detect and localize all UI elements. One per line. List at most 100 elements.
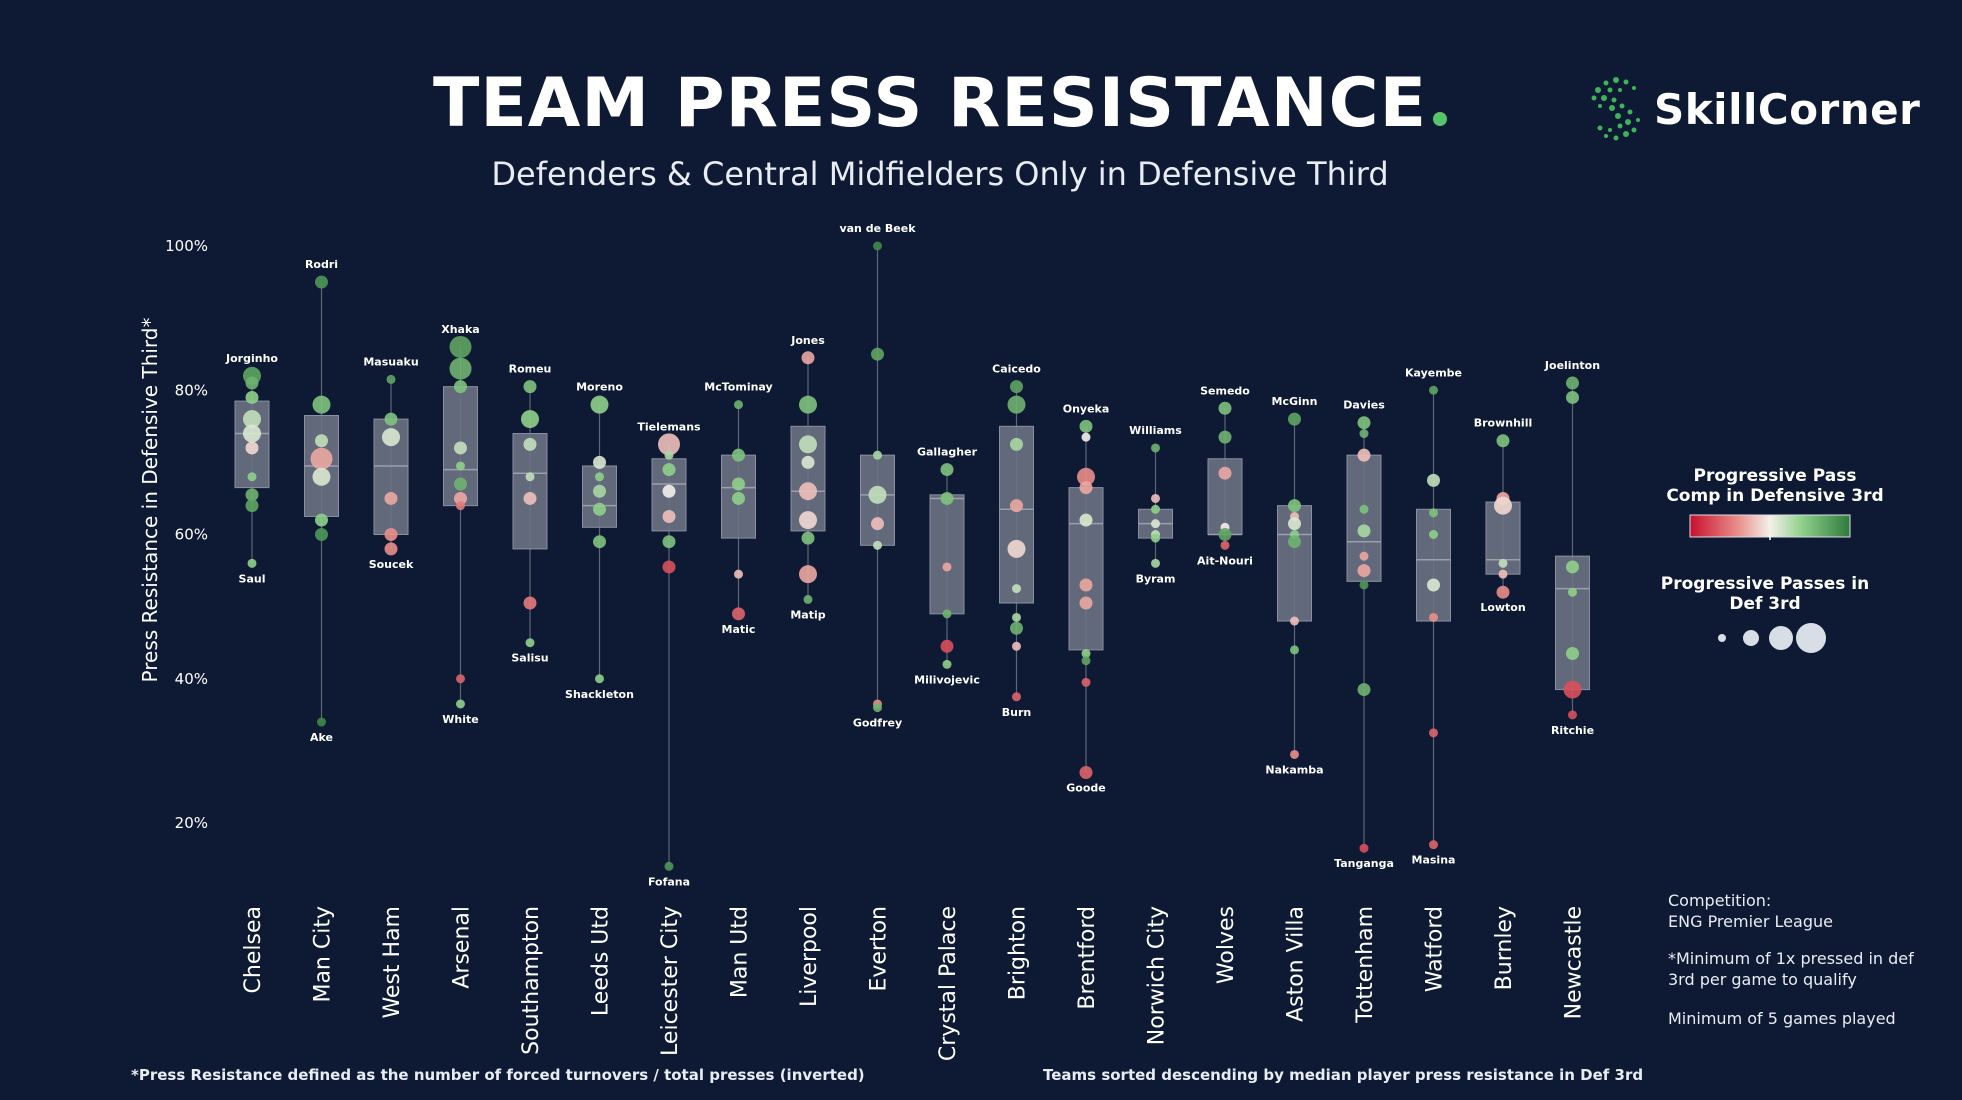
top-player-label: Tielemans [637, 420, 701, 433]
team-label: Liverpool [797, 906, 822, 1007]
player-point [1220, 540, 1230, 550]
player-point [1079, 578, 1093, 592]
player-point [1081, 656, 1091, 666]
player-point [384, 491, 398, 505]
team-group: Semedo Ait-Nouri Wolves [1197, 384, 1253, 984]
player-point [1359, 843, 1369, 853]
logo-text: SkillCorner [1654, 84, 1921, 134]
team-label: Burnley [1492, 906, 1517, 990]
team-group: Moreno Shackleton Leeds Utd [565, 381, 634, 1016]
player-point [245, 376, 259, 390]
player-point [449, 335, 472, 358]
player-point [1218, 466, 1232, 480]
player-point [1498, 569, 1508, 579]
player-point [1081, 649, 1091, 659]
top-player-label: van de Beek [839, 222, 916, 235]
player-point [386, 374, 396, 384]
iqr-box [1346, 454, 1382, 582]
player-point [593, 484, 606, 498]
player-point [523, 596, 537, 610]
player-point [662, 463, 676, 477]
bottom-player-label: Burn [1002, 706, 1031, 719]
legend-color-title: Progressive Pass Comp in Defensive 3rd [1666, 466, 1884, 506]
player-point [1079, 419, 1093, 433]
competition-label: Competition: [1668, 891, 1772, 910]
bottom-player-label: Fofana [648, 875, 690, 888]
player-point [801, 531, 815, 545]
player-point [1429, 728, 1438, 738]
team-label: Southampton [519, 906, 544, 1055]
bottom-player-label: Tanganga [1334, 857, 1394, 870]
player-point [247, 472, 257, 482]
player-point [1359, 551, 1369, 561]
bottom-player-label: Lowton [1480, 601, 1525, 614]
team-label: Tottenham [1353, 906, 1378, 1024]
player-point [1151, 504, 1160, 514]
y-tick-label: 80% [175, 381, 208, 399]
team-group: Masuaku Soucek West Ham [363, 355, 418, 1018]
y-axis-title: Press Resistance in Defensive Third* [138, 318, 162, 683]
player-point [799, 511, 817, 530]
team-label: Brentford [1075, 906, 1100, 1010]
skillcorner-logo: SkillCorner [1590, 76, 1920, 142]
legend-size-title: Progressive Passes in Def 3rd [1660, 574, 1870, 614]
top-player-label: Williams [1129, 424, 1182, 437]
player-point [454, 477, 467, 491]
player-point [1429, 612, 1438, 622]
player-point [523, 491, 537, 505]
player-point [456, 501, 465, 511]
player-point [1010, 380, 1023, 394]
player-point [523, 437, 537, 451]
iqr-box [929, 494, 965, 615]
player-point [1290, 645, 1299, 655]
player-point [664, 450, 674, 460]
player-point [247, 558, 257, 568]
player-point [1010, 499, 1023, 513]
legend-marks [1689, 514, 1851, 653]
top-player-label: Jones [790, 334, 825, 347]
team-label: Chelsea [241, 906, 266, 993]
top-player-label: Brownhill [1474, 417, 1533, 430]
bottom-player-label: Soucek [369, 558, 414, 571]
player-point [1566, 390, 1579, 404]
player-point [593, 455, 606, 469]
iqr-box [512, 433, 548, 550]
player-point [525, 472, 535, 482]
player-point [1077, 467, 1095, 486]
player-point [662, 484, 676, 498]
player-point [1010, 437, 1023, 451]
team-label: Leeds Utd [589, 906, 614, 1016]
team-label: Wolves [1214, 906, 1239, 984]
player-point [1359, 429, 1369, 439]
player-point [315, 528, 328, 541]
top-player-label: Caicedo [992, 363, 1041, 376]
y-axis: 20% 40% 60% 80% 100% [165, 237, 208, 832]
top-player-label: Jorginho [225, 352, 278, 365]
legend-size-1 [1718, 634, 1726, 642]
player-point [1357, 683, 1371, 697]
player-point [243, 424, 261, 443]
player-point [942, 659, 952, 669]
player-point [1151, 533, 1160, 543]
bottom-player-label: Byram [1136, 572, 1176, 585]
team-group: Tielemans Fofana Leicester City [637, 420, 701, 1056]
player-point [454, 380, 467, 394]
player-point [1288, 499, 1301, 513]
player-point [593, 535, 606, 549]
team-group: Jorginho Saul Chelsea [225, 352, 278, 994]
player-point [801, 455, 815, 469]
player-point [1496, 585, 1510, 599]
player-point [456, 461, 465, 471]
player-point [1081, 432, 1091, 442]
player-point [873, 703, 882, 713]
player-point [384, 542, 398, 556]
player-point [799, 435, 817, 454]
player-point [312, 467, 331, 486]
legend-size-2 [1743, 630, 1759, 646]
team-group: Rodri Ake Man City [304, 258, 339, 1003]
team-group: Onyeka Goode Brentford [1063, 402, 1110, 1009]
note-min-games: Minimum of 5 games played [1668, 1009, 1896, 1028]
team-group: Brownhill Lowton Burnley [1474, 417, 1533, 991]
player-point [873, 540, 882, 550]
team-group: Caicedo Burn Brighton [992, 363, 1041, 1001]
